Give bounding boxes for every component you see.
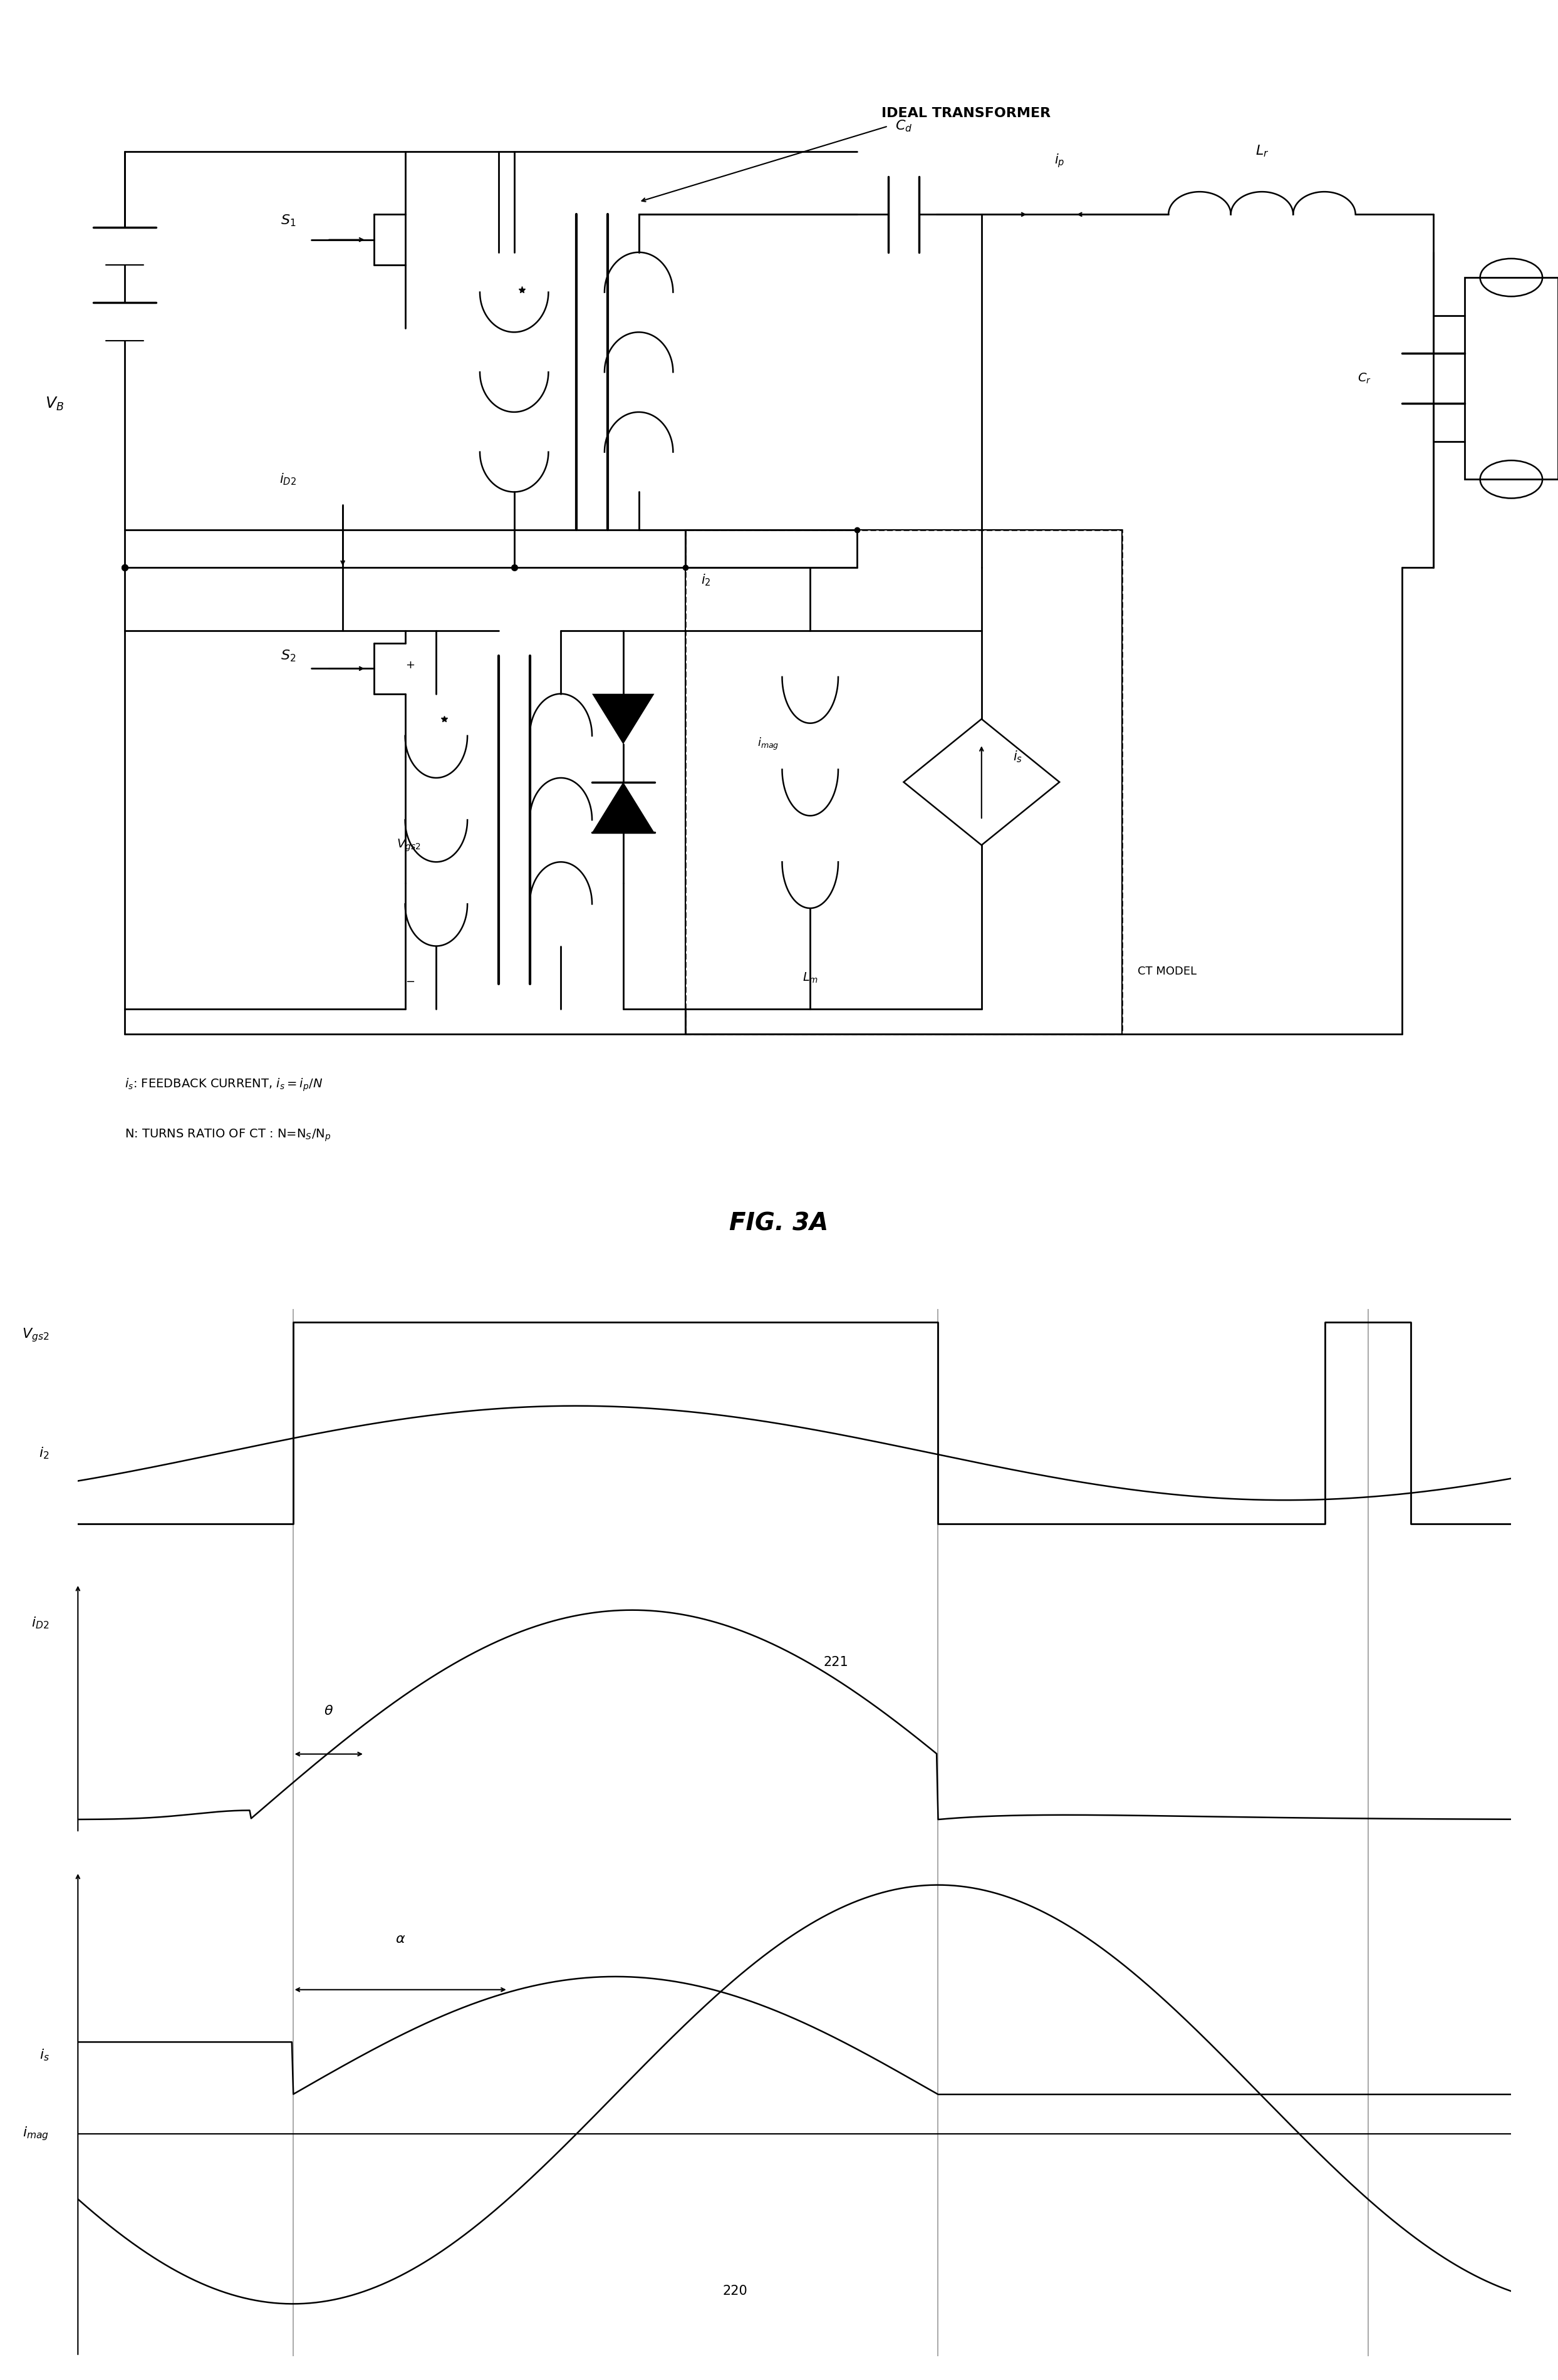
Text: $\alpha$: $\alpha$ (396, 1933, 405, 1944)
Text: $i_p$: $i_p$ (1055, 152, 1064, 169)
Text: $S_2$: $S_2$ (280, 647, 296, 664)
Text: FIG. 3A: FIG. 3A (729, 1211, 829, 1235)
Text: $S_1$: $S_1$ (280, 214, 296, 228)
Bar (686, 531, 1122, 1035)
Text: $V_B$: $V_B$ (45, 395, 64, 412)
Text: $L_r$: $L_r$ (1256, 143, 1268, 159)
Text: $i_s$: $i_s$ (39, 2047, 50, 2063)
Bar (1465, 278, 1558, 478)
Text: $V_{gs2}$: $V_{gs2}$ (22, 1326, 50, 1345)
Text: $i_{D2}$: $i_{D2}$ (279, 471, 296, 488)
Text: CT MODEL: CT MODEL (1137, 966, 1197, 976)
Text: $i_{mag}$: $i_{mag}$ (23, 2125, 50, 2142)
Text: $i_2$: $i_2$ (701, 574, 710, 588)
Text: IDEAL TRANSFORMER: IDEAL TRANSFORMER (882, 107, 1050, 119)
Text: $V_{gs2}$: $V_{gs2}$ (397, 838, 421, 852)
Text: $i_s$: $i_s$ (1013, 750, 1022, 764)
Text: $-$: $-$ (405, 976, 414, 985)
Text: $L_m$: $L_m$ (802, 971, 818, 985)
Text: 220: 220 (723, 2285, 748, 2297)
Text: $C_r$: $C_r$ (1357, 371, 1371, 386)
Polygon shape (592, 695, 654, 745)
Text: $i_s$: FEEDBACK CURRENT, $i_s = i_p / N$: $i_s$: FEEDBACK CURRENT, $i_s = i_p / N$ (125, 1076, 323, 1092)
Text: $i_2$: $i_2$ (39, 1445, 50, 1461)
Text: N: TURNS RATIO OF CT : N=N$_S$/N$_p$: N: TURNS RATIO OF CT : N=N$_S$/N$_p$ (125, 1128, 332, 1142)
Text: 221: 221 (823, 1656, 848, 1668)
Text: $C_d$: $C_d$ (894, 119, 913, 133)
Polygon shape (592, 783, 654, 833)
Bar (686, 531, 1122, 1035)
Text: $\theta$: $\theta$ (324, 1704, 333, 1718)
Text: $i_{mag}$: $i_{mag}$ (757, 738, 779, 752)
Text: $i_{D2}$: $i_{D2}$ (31, 1616, 50, 1630)
Text: $+$: $+$ (405, 659, 414, 671)
